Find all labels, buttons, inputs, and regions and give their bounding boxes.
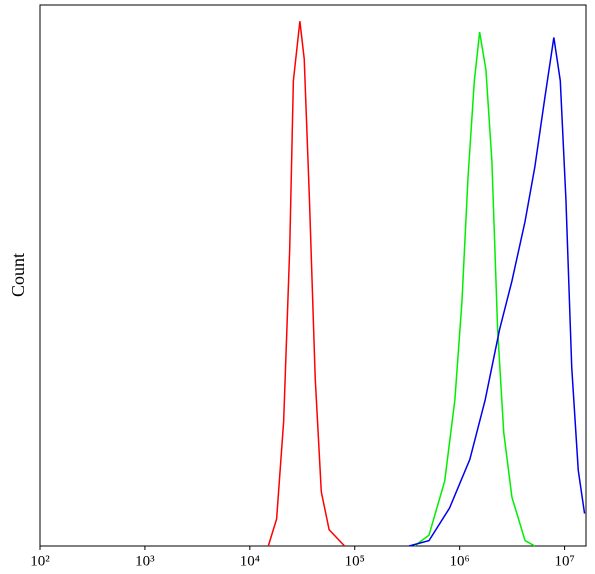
histogram-line [267, 21, 346, 547]
x-tick-label: 10³ [135, 553, 155, 569]
x-tick-label: 10⁵ [345, 553, 365, 569]
x-tick-label: 10⁷ [554, 553, 574, 569]
x-tick-label: 10² [30, 553, 50, 569]
x-tick-label: 10⁴ [240, 553, 260, 569]
y-axis-label: Count [8, 253, 28, 297]
x-tick-label: 10⁶ [450, 553, 470, 569]
histogram-line [408, 37, 586, 547]
histogram-line [413, 31, 536, 547]
plot-frame [39, 4, 587, 547]
